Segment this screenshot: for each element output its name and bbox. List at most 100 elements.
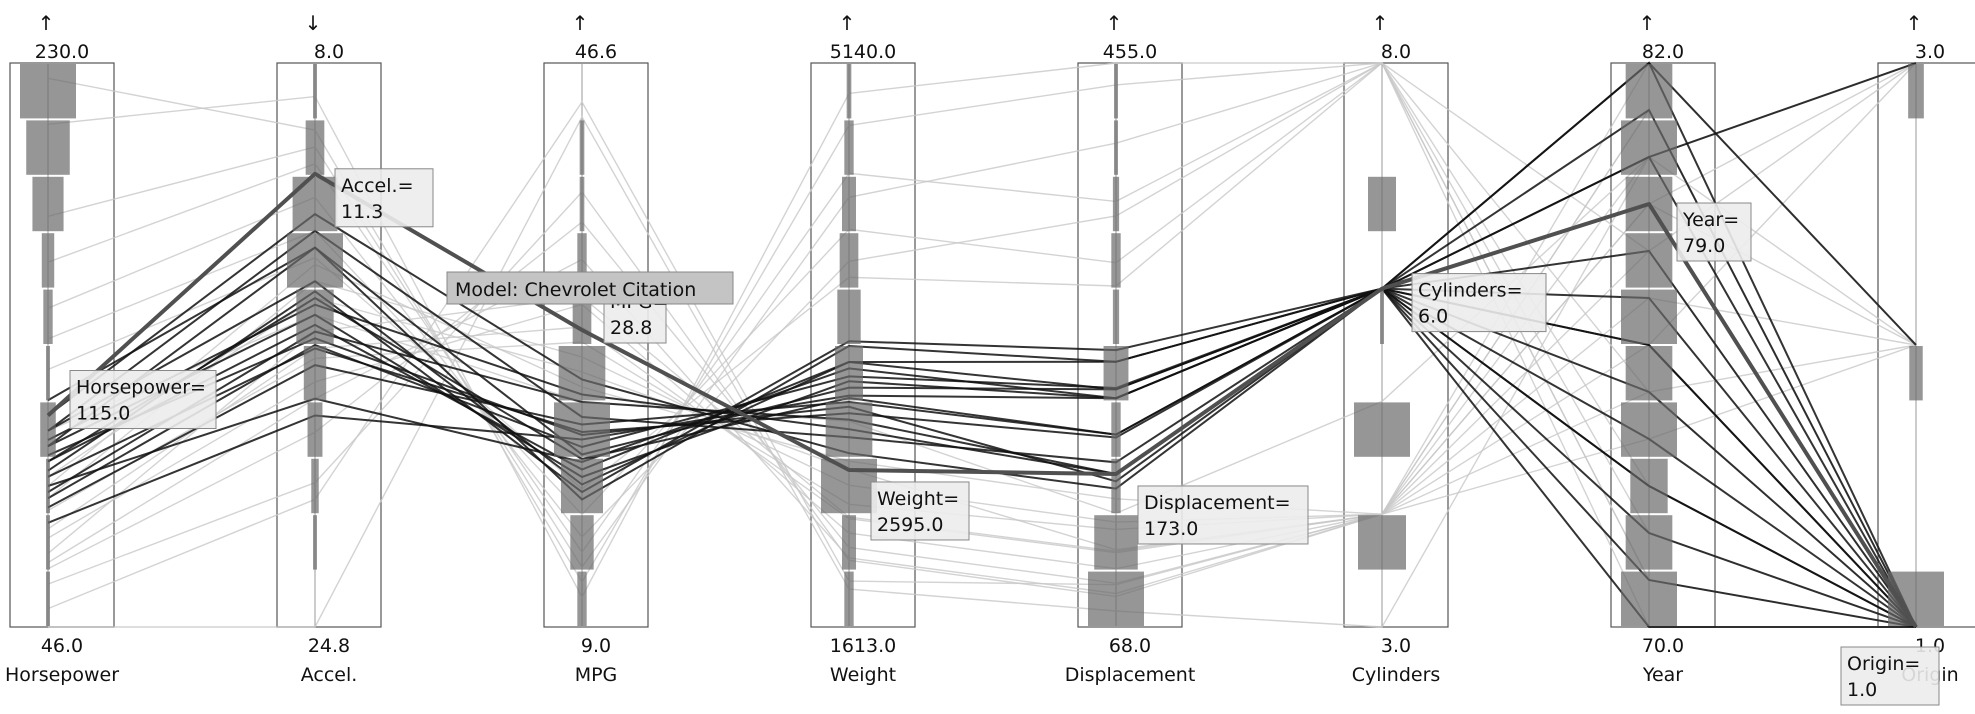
- axis-frame-origin[interactable]: [1877, 62, 1975, 628]
- axis-name-cylinders: Cylinders: [1352, 664, 1441, 686]
- histogram-bin-year-5: [1621, 289, 1677, 344]
- highlighted-lines: [47, 61, 1917, 628]
- histogram-bin-displacement-7: [1112, 176, 1120, 232]
- histogram-bin-mpg-2: [561, 458, 603, 514]
- histogram-bin-weight-4: [835, 346, 863, 401]
- histogram-bin-horsepower-2: [46, 458, 50, 514]
- histogram-bin-mpg-3: [554, 402, 610, 457]
- histogram-bin-horsepower-1: [46, 515, 50, 570]
- histogram-bin-year-3: [1621, 402, 1677, 457]
- histogram-bin-origin-4: [1909, 346, 1923, 401]
- sort-arrow-mpg[interactable]: ↑: [572, 11, 589, 35]
- highlighted-line-15: [47, 61, 1917, 476]
- tooltip-name-year: Year=: [1682, 209, 1739, 231]
- tooltip-horsepower: Horsepower= 115.0: [69, 370, 217, 429]
- histogram-bin-weight-8: [844, 120, 854, 175]
- histogram-bin-weight-5: [837, 289, 861, 344]
- axis-frame-mpg[interactable]: [543, 62, 649, 628]
- histogram-bin-year-6: [1625, 233, 1673, 288]
- context-line-15: [47, 156, 1917, 515]
- histogram-bin-weight-7: [842, 176, 856, 232]
- histogram-bin-displacement-6: [1111, 233, 1121, 288]
- tooltip-value-cylinders: 6.0: [1418, 306, 1448, 328]
- axis-top-value-displacement: 455.0: [1103, 41, 1157, 63]
- context-line-19: [47, 263, 1917, 515]
- histogram-bin-accel-5: [296, 289, 334, 344]
- tooltip-value-weight: 2595.0: [877, 514, 943, 536]
- histogram-bin-cylinders-1: [1358, 515, 1406, 570]
- axis-name-year: Year: [1642, 664, 1683, 686]
- sort-arrow-displacement[interactable]: ↑: [1106, 11, 1123, 35]
- histogram-bin-horsepower-7: [32, 176, 64, 232]
- histogram-bin-mpg-4: [558, 346, 606, 401]
- axis-top-value-mpg: 46.6: [575, 41, 617, 63]
- tooltip-value-horsepower: 115.0: [76, 403, 130, 425]
- sort-arrow-weight[interactable]: ↑: [839, 11, 856, 35]
- highlighted-line-16: [47, 62, 1917, 483]
- tooltip-year: Year= 79.0: [1676, 202, 1752, 262]
- axis-frame-weight[interactable]: [810, 62, 916, 628]
- highlighted-line-10: [47, 287, 1916, 628]
- histogram-bin-horsepower-3: [40, 402, 56, 457]
- highlighted-line-5: [47, 246, 1917, 628]
- histogram-bin-displacement-4: [1103, 346, 1129, 401]
- tooltip-name-accel: Accel.=: [341, 175, 413, 197]
- highlighted-line-13: [47, 246, 1917, 628]
- axis-name-horsepower: Horsepower: [5, 664, 119, 686]
- sort-arrow-cylinders[interactable]: ↑: [1372, 11, 1389, 35]
- sort-arrow-year[interactable]: ↑: [1639, 11, 1656, 35]
- axis-bottom-value-year: 70.0: [1642, 635, 1684, 657]
- sort-arrow-accel[interactable]: ↓: [305, 11, 322, 35]
- histogram-bin-accel-8: [305, 120, 325, 175]
- tooltip-weight: Weight= 2595.0: [870, 481, 970, 541]
- histogram-bin-year-2: [1630, 458, 1668, 514]
- histogram-bin-horsepower-6: [41, 233, 55, 288]
- tooltip-cylinders: Cylinders= 6.0: [1411, 273, 1547, 333]
- sort-arrow-origin[interactable]: ↑: [1906, 11, 1923, 35]
- context-line-2: [47, 62, 1917, 628]
- axis-bottom-value-cylinders: 3.0: [1381, 635, 1411, 657]
- histogram-bin-weight-6: [839, 233, 859, 288]
- histogram-bin-mpg-1: [570, 515, 594, 570]
- highlighted-line-14: [47, 287, 1917, 628]
- tooltip-value-mpg: 28.8: [610, 317, 652, 339]
- context-line-18: [48, 62, 1917, 628]
- context-line-6: [47, 62, 1917, 570]
- context-line-10: [47, 62, 1917, 628]
- highlighted-line-9: [47, 287, 1917, 628]
- histogram-bin-displacement-8: [1114, 120, 1118, 175]
- axis-top-value-weight: 5140.0: [830, 41, 896, 63]
- context-line-8: [47, 297, 1917, 551]
- axis-bottom-value-mpg: 9.0: [581, 635, 611, 657]
- tooltip-value-origin: 1.0: [1847, 679, 1877, 701]
- axis-bottom-value-displacement: 68.0: [1109, 635, 1151, 657]
- axis-top-value-cylinders: 8.0: [1381, 41, 1411, 63]
- histogram-bin-horsepower-4: [46, 346, 50, 401]
- histogram-bin-weight-3: [825, 402, 873, 457]
- axis-top-value-horsepower: 230.0: [35, 41, 89, 63]
- tooltip-name-origin: Origin=: [1847, 653, 1920, 675]
- tooltip-displacement: Displacement= 173.0: [1137, 485, 1309, 545]
- tooltip-value-displacement: 173.0: [1144, 518, 1198, 540]
- histogram-bin-weight-2: [821, 458, 877, 514]
- histogram-bin-displacement-9: [1114, 64, 1118, 119]
- histogram-bin-weight-1: [842, 515, 856, 570]
- histogram-bin-displacement-2: [1111, 458, 1121, 514]
- histogram-bin-mpg-0: [577, 571, 587, 626]
- sort-arrow-horsepower[interactable]: ↑: [38, 11, 55, 35]
- histogram-bin-mpg-7: [579, 176, 585, 232]
- record-title-text: Model: Chevrolet Citation: [455, 279, 696, 301]
- histogram-bin-year-8: [1621, 120, 1677, 175]
- tooltip-name-displacement: Displacement=: [1144, 492, 1291, 514]
- axis-top-value-accel: 8.0: [314, 41, 344, 63]
- histogram-bin-accel-2: [311, 458, 319, 514]
- axis-name-mpg: MPG: [575, 664, 618, 686]
- histogram-bin-accel-6: [287, 233, 343, 288]
- context-line-12: [47, 108, 1917, 628]
- histogram-bin-horsepower-0: [46, 571, 50, 626]
- histogram-bin-horsepower-9: [20, 64, 76, 119]
- context-line-4: [47, 280, 1917, 523]
- histogram-bin-displacement-0: [1088, 571, 1144, 626]
- axis-top-value-year: 82.0: [1642, 41, 1684, 63]
